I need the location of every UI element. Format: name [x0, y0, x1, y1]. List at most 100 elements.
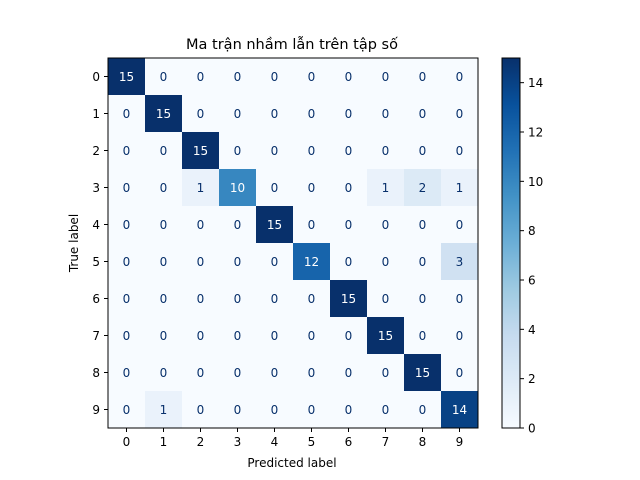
- heatmap-cell-label: 0: [234, 107, 242, 121]
- heatmap-cell: [182, 317, 220, 355]
- heatmap-cell-label: 0: [234, 70, 242, 84]
- x-axis-ticks: 0 1 2 3 4 5 6 7 8 9: [123, 428, 463, 449]
- heatmap-cell-label: 0: [234, 329, 242, 343]
- heatmap-cell-label: 0: [123, 366, 131, 380]
- x-tick-label: 1: [160, 435, 168, 449]
- heatmap-cell: [441, 391, 479, 429]
- heatmap-cell-label: 0: [197, 403, 205, 417]
- heatmap-cell: [145, 354, 183, 392]
- heatmap-cell: [256, 132, 294, 170]
- heatmap-cell-label: 0: [271, 70, 279, 84]
- x-tick-label: 8: [419, 435, 427, 449]
- heatmap-cell: [404, 243, 442, 281]
- heatmap-cell-label: 0: [308, 329, 316, 343]
- heatmap-cell: [219, 95, 257, 133]
- heatmap-cell-label: 0: [345, 70, 353, 84]
- heatmap-cell-label: 0: [271, 403, 279, 417]
- heatmap-cell-label: 1: [456, 181, 464, 195]
- heatmap-cell-label: 15: [156, 107, 171, 121]
- heatmap-cell: [145, 391, 183, 429]
- heatmap-cell-label: 12: [304, 255, 319, 269]
- heatmap-cell: [219, 280, 257, 318]
- heatmap-cell: [182, 391, 220, 429]
- y-axis-ticks: 0 1 2 3 4 5 6 7 8 9: [92, 70, 108, 417]
- heatmap-cell-label: 15: [193, 144, 208, 158]
- heatmap-cell: [256, 58, 294, 96]
- heatmap-cell: [330, 169, 368, 207]
- heatmap-cell: [404, 206, 442, 244]
- heatmap-cell: [145, 58, 183, 96]
- heatmap-cell-labels: 15 0 0 0 0 0 0 0 0 00 15 0 0 0 0 0 0 0 00 0 15 0 0 0 0 0 0 00 0 1 10 0 0…: [119, 70, 467, 417]
- heatmap-cell: [219, 317, 257, 355]
- heatmap-cell-label: 0: [271, 181, 279, 195]
- heatmap-cell-label: 0: [123, 144, 131, 158]
- heatmap-cell: [293, 95, 331, 133]
- heatmap-cell: [404, 280, 442, 318]
- heatmap-cell: [367, 132, 405, 170]
- heatmap-cell-label: 0: [419, 70, 427, 84]
- y-tick-label: 5: [92, 255, 100, 269]
- heatmap-cell-label: 0: [419, 403, 427, 417]
- heatmap-cell: [441, 58, 479, 96]
- heatmap-cell-label: 0: [345, 366, 353, 380]
- heatmap-cell-label: 0: [345, 218, 353, 232]
- colorbar-tick-label: 2: [528, 372, 536, 386]
- heatmap-cell-label: 10: [230, 181, 245, 195]
- heatmap-cell: [219, 169, 257, 207]
- heatmap-cell: [182, 354, 220, 392]
- heatmap-cell: [182, 280, 220, 318]
- x-tick-label: 3: [234, 435, 242, 449]
- heatmap-cell-label: 0: [308, 70, 316, 84]
- heatmap-cell-label: 0: [271, 366, 279, 380]
- heatmap-cell: [108, 391, 146, 429]
- chart-title: Ma trận nhầm lẫn trên tập số: [186, 36, 398, 53]
- heatmap-cell-label: 15: [341, 292, 356, 306]
- heatmap-cell-label: 0: [197, 255, 205, 269]
- heatmap-cell-label: 0: [382, 255, 390, 269]
- colorbar-tick-label: 0: [528, 422, 536, 436]
- heatmap-cell: [293, 391, 331, 429]
- heatmap-cell-label: 0: [456, 70, 464, 84]
- heatmap-cell: [293, 169, 331, 207]
- heatmap-cell: [108, 95, 146, 133]
- heatmap-cell-label: 0: [419, 218, 427, 232]
- heatmap-cell: [441, 280, 479, 318]
- colorbar-ticks: 0 2 4 6 8 10 12 14: [520, 76, 543, 436]
- colorbar-tick-label: 8: [528, 224, 536, 238]
- heatmap-cell: [330, 391, 368, 429]
- heatmap-cell-label: 0: [197, 329, 205, 343]
- heatmap-cell-label: 0: [308, 107, 316, 121]
- heatmap-cell: [256, 391, 294, 429]
- heatmap-cell-label: 1: [382, 181, 390, 195]
- x-tick-label: 6: [345, 435, 353, 449]
- heatmap-cell-label: 0: [123, 403, 131, 417]
- y-axis-label: True label: [67, 214, 81, 273]
- heatmap-cell-label: 0: [160, 144, 168, 158]
- heatmap-cell: [145, 317, 183, 355]
- heatmap-cell: [404, 354, 442, 392]
- heatmap-cell: [145, 206, 183, 244]
- heatmap-cell-label: 0: [382, 292, 390, 306]
- heatmap-cell: [293, 132, 331, 170]
- heatmap-cell-label: 0: [160, 181, 168, 195]
- colorbar-tick-label: 12: [528, 126, 543, 140]
- heatmap-cell-label: 0: [419, 144, 427, 158]
- heatmap-cell-label: 0: [197, 107, 205, 121]
- heatmap-cell-label: 15: [119, 70, 134, 84]
- heatmap-cell-label: 0: [419, 255, 427, 269]
- heatmap-cell-label: 0: [234, 292, 242, 306]
- heatmap-cell-label: 0: [456, 292, 464, 306]
- heatmap-cell-label: 0: [345, 403, 353, 417]
- heatmap-cell-label: 0: [197, 292, 205, 306]
- heatmap-cell-label: 14: [452, 403, 467, 417]
- heatmap-cell-label: 0: [123, 218, 131, 232]
- heatmap-cell: [404, 169, 442, 207]
- heatmap-cell-label: 0: [271, 292, 279, 306]
- heatmap-cell: [367, 354, 405, 392]
- heatmap-cell-label: 0: [419, 329, 427, 343]
- heatmap-cell-label: 0: [160, 70, 168, 84]
- y-tick-label: 6: [92, 292, 100, 306]
- heatmap-cell: [367, 169, 405, 207]
- heatmap-cell: [441, 206, 479, 244]
